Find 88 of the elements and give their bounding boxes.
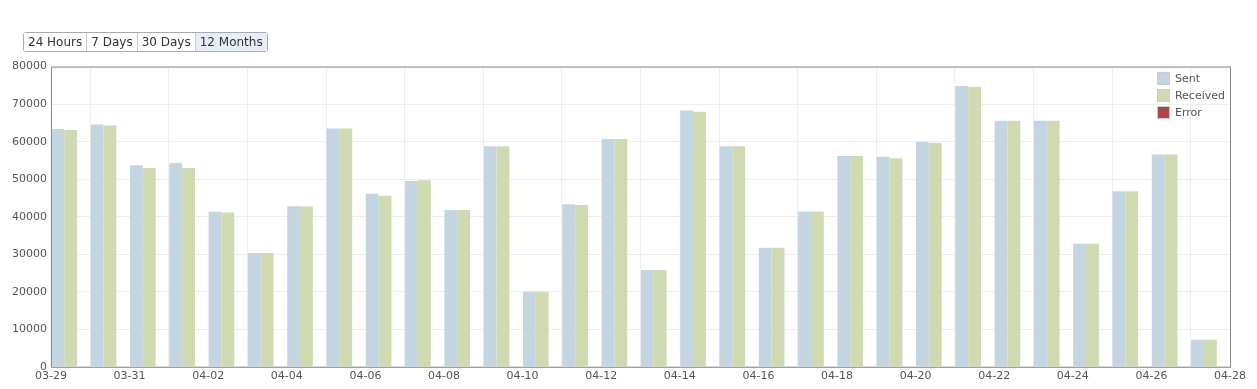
- bar: [994, 120, 1008, 367]
- bar: [876, 156, 890, 367]
- x-tick-label: 04-18: [821, 369, 853, 383]
- bar: [732, 146, 746, 367]
- bar: [457, 209, 471, 367]
- bar: [653, 269, 667, 367]
- x-tick-label: 04-16: [742, 369, 775, 383]
- bar: [247, 253, 261, 367]
- bar: [719, 146, 733, 367]
- x-tick-label: 03-31: [113, 369, 146, 383]
- bar: [326, 128, 340, 367]
- x-tick-label: 03-29: [35, 369, 67, 383]
- bar: [496, 146, 510, 367]
- bar: [601, 139, 615, 367]
- bar: [365, 193, 379, 367]
- y-tick-label: 30000: [11, 247, 47, 261]
- x-tick-label: 04-14: [663, 369, 696, 383]
- bar: [1203, 339, 1217, 367]
- y-tick-label: 40000: [11, 209, 47, 223]
- bar: [758, 247, 772, 367]
- x-tick-label: 04-10: [506, 369, 539, 383]
- bar: [693, 111, 706, 367]
- bar: [1086, 243, 1099, 367]
- bar: [1007, 120, 1021, 367]
- bar: [51, 128, 65, 367]
- bar: [417, 180, 431, 367]
- bar: [968, 86, 981, 367]
- bar: [798, 211, 811, 367]
- bar: [483, 146, 497, 367]
- bar: [142, 167, 156, 367]
- y-tick-label: 60000: [11, 134, 47, 148]
- bar: [1151, 154, 1165, 367]
- bar: [103, 125, 117, 367]
- bar: [562, 204, 576, 367]
- bar: [169, 163, 183, 367]
- bar: [535, 291, 549, 367]
- bar: [1046, 120, 1060, 367]
- x-tick-label: 04-06: [349, 369, 382, 383]
- legend-label: Received: [1174, 88, 1225, 104]
- bar: [810, 211, 824, 367]
- x-tick-label: 04-20: [899, 369, 932, 383]
- legend-label: Error: [1174, 105, 1202, 121]
- x-tick-label: 04-02: [192, 369, 225, 383]
- bar: [955, 86, 969, 367]
- bar: [129, 165, 143, 367]
- bar: [640, 269, 654, 367]
- bar: [221, 212, 235, 367]
- y-tick-label: 10000: [11, 322, 47, 336]
- x-tick-label: 04-08: [428, 369, 460, 383]
- bar: [339, 128, 353, 367]
- x-tick-label: 04-24: [1056, 369, 1089, 383]
- bar: [850, 155, 864, 367]
- bar: [64, 130, 78, 367]
- legend-label: Sent: [1174, 71, 1200, 87]
- range-button: 12 Months: [194, 33, 267, 51]
- bar: [378, 195, 392, 367]
- bar: [614, 139, 628, 367]
- bar: [928, 142, 942, 367]
- bar: [916, 142, 929, 367]
- x-tick-label: 04-12: [585, 369, 618, 383]
- bar: [1073, 243, 1087, 367]
- bar: [889, 158, 903, 367]
- y-tick-label: 70000: [11, 96, 47, 110]
- bar: [208, 211, 222, 367]
- x-tick-label: 04-28: [1214, 369, 1246, 383]
- bar: [1033, 120, 1047, 367]
- bar: [1112, 191, 1126, 367]
- y-tick-label: 80000: [11, 59, 47, 73]
- bar: [1191, 339, 1204, 367]
- bar: [1125, 191, 1139, 367]
- bar: [260, 253, 274, 367]
- bar: [837, 155, 851, 367]
- bar: [90, 124, 104, 367]
- bar: [405, 181, 418, 367]
- bar: [523, 291, 536, 367]
- bar: [182, 167, 195, 367]
- bar: [287, 206, 301, 367]
- bar: [680, 110, 694, 367]
- bar: [575, 205, 588, 367]
- bar: [300, 206, 313, 367]
- x-tick-label: 04-22: [978, 369, 1011, 383]
- y-tick-label: 50000: [11, 172, 47, 186]
- x-tick-label: 04-04: [270, 369, 303, 383]
- bar: [444, 209, 458, 367]
- bar: [1164, 154, 1178, 367]
- x-tick-label: 04-26: [1135, 369, 1168, 383]
- y-tick-label: 20000: [11, 284, 47, 298]
- bar: [771, 247, 785, 367]
